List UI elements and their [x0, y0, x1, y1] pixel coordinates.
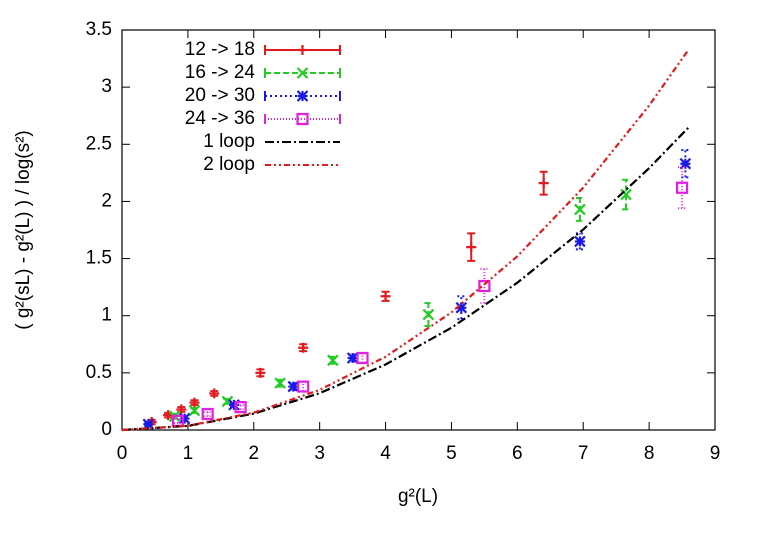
- legend-swatch: [264, 114, 341, 124]
- marker: [297, 380, 310, 393]
- marker: [298, 342, 309, 353]
- x-axis-label: g²(L): [398, 486, 438, 507]
- marker: [538, 178, 549, 189]
- legend-marker: [296, 112, 309, 126]
- marker: [188, 404, 201, 417]
- legend-marker: [297, 45, 308, 55]
- marker: [228, 399, 240, 411]
- x-tick-label: 8: [644, 443, 655, 464]
- marker: [679, 157, 692, 170]
- x-tick-label: 9: [710, 443, 721, 464]
- marker: [255, 367, 266, 378]
- y-axis-label: ( g²(sL) - g²(L) ) / log(s²): [13, 130, 34, 330]
- legend-label: 20 -> 30: [185, 85, 255, 106]
- marker: [422, 308, 435, 321]
- legend-label: 1 loop: [203, 131, 255, 152]
- marker: [356, 351, 369, 365]
- marker: [163, 410, 174, 421]
- error-bar: [299, 381, 308, 393]
- legend-label: 2 loop: [203, 154, 255, 175]
- x-tick-label: 1: [183, 443, 194, 464]
- marker: [274, 377, 286, 389]
- marker: [201, 407, 214, 421]
- marker: [346, 352, 359, 364]
- marker: [142, 418, 155, 431]
- x-tick-label: 2: [248, 443, 259, 464]
- error-bar: [174, 417, 183, 425]
- x-tick-label: 5: [446, 443, 457, 464]
- legend-marker: [296, 90, 309, 102]
- marker: [327, 354, 339, 367]
- marker: [574, 203, 586, 216]
- curve: [121, 48, 690, 432]
- y-tick-label: 0.5: [86, 362, 112, 383]
- marker: [574, 235, 586, 248]
- y-tick-label: 0: [101, 419, 112, 440]
- legend-swatch: [264, 68, 341, 78]
- x-tick-label: 4: [380, 443, 391, 464]
- error-bar: [236, 403, 245, 411]
- marker: [380, 291, 391, 302]
- y-tick-label: 1.5: [86, 248, 112, 269]
- y-tick-label: 3: [101, 76, 112, 97]
- legend-label: 16 -> 24: [185, 62, 256, 83]
- error-bar: [678, 166, 687, 210]
- marker: [675, 181, 689, 194]
- legend-label: 24 -> 36: [185, 108, 255, 129]
- marker: [478, 279, 491, 293]
- y-tick-label: 1: [101, 305, 112, 326]
- error-bar: [480, 267, 489, 305]
- x-tick-label: 0: [117, 443, 128, 464]
- curve: [121, 126, 690, 432]
- marker: [189, 397, 200, 408]
- x-tick-label: 7: [578, 443, 589, 464]
- legend-label: 12 -> 18: [185, 39, 255, 60]
- error-bar: [358, 352, 367, 364]
- x-tick-label: 3: [314, 443, 325, 464]
- marker: [455, 301, 468, 314]
- marker: [234, 401, 247, 414]
- x-tick-label: 6: [512, 443, 523, 464]
- y-tick-label: 2: [101, 190, 112, 211]
- marker: [287, 380, 300, 393]
- marker: [178, 412, 191, 425]
- legend-swatch: [264, 91, 341, 101]
- y-tick-label: 2.5: [86, 133, 112, 154]
- marker: [209, 388, 220, 399]
- marker: [176, 404, 187, 415]
- legend-swatch: [264, 45, 341, 55]
- legend-marker: [296, 67, 309, 79]
- marker: [620, 188, 632, 201]
- marker: [466, 242, 477, 253]
- plot-frame: [121, 29, 716, 431]
- y-tick-label: 3.5: [86, 19, 112, 40]
- error-bar: [203, 410, 212, 418]
